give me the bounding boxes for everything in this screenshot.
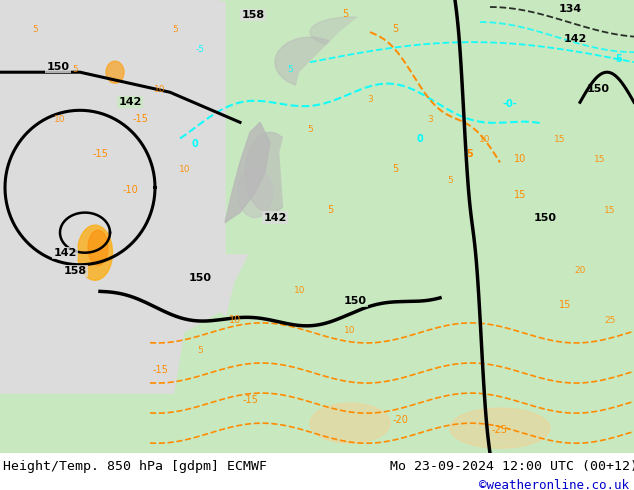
Text: 5: 5: [307, 125, 313, 134]
Text: Height/Temp. 850 hPa [gdpm] ECMWF: Height/Temp. 850 hPa [gdpm] ECMWF: [3, 460, 267, 473]
Bar: [0, 373, 634, 453]
Text: 5: 5: [467, 149, 474, 159]
Text: -15: -15: [92, 149, 108, 159]
Text: 10: 10: [154, 85, 165, 94]
Text: -0-: -0-: [503, 99, 517, 109]
Ellipse shape: [238, 168, 273, 218]
Text: 10: 10: [294, 286, 306, 295]
Text: 3: 3: [367, 95, 373, 104]
Text: 10: 10: [479, 135, 491, 145]
Text: 5: 5: [342, 9, 348, 19]
Text: 142: 142: [263, 213, 287, 222]
Text: -25: -25: [492, 425, 508, 435]
Ellipse shape: [450, 408, 550, 448]
Text: 150: 150: [586, 84, 609, 94]
Text: 10: 10: [229, 315, 241, 325]
Text: 5: 5: [392, 24, 398, 34]
Ellipse shape: [77, 225, 112, 280]
Text: 142: 142: [53, 248, 77, 258]
Text: -5: -5: [612, 54, 623, 64]
Text: 10: 10: [514, 154, 526, 165]
Text: -15: -15: [242, 395, 258, 405]
Ellipse shape: [245, 132, 295, 213]
Text: -5: -5: [195, 45, 205, 54]
Ellipse shape: [275, 37, 345, 87]
Text: 5: 5: [287, 65, 293, 74]
Ellipse shape: [540, 193, 620, 313]
Ellipse shape: [106, 61, 124, 83]
Text: 5: 5: [32, 25, 38, 34]
Ellipse shape: [310, 17, 390, 47]
Text: -15: -15: [152, 365, 168, 375]
Text: 10: 10: [55, 115, 66, 124]
Text: 15: 15: [559, 300, 571, 310]
Ellipse shape: [500, 72, 620, 233]
Text: 0: 0: [191, 140, 198, 149]
Text: 5: 5: [172, 25, 178, 34]
Text: -10: -10: [122, 185, 138, 195]
Ellipse shape: [310, 403, 390, 443]
Text: 142: 142: [119, 98, 141, 107]
Text: 0: 0: [417, 134, 424, 145]
Text: 5: 5: [197, 346, 203, 355]
Text: 15: 15: [554, 135, 566, 145]
Ellipse shape: [360, 62, 440, 163]
Text: 150: 150: [46, 62, 70, 72]
Bar: [0, 333, 280, 453]
Text: 158: 158: [63, 266, 87, 276]
Text: 150: 150: [533, 213, 557, 222]
Text: Mo 23-09-2024 12:00 UTC (00+12): Mo 23-09-2024 12:00 UTC (00+12): [390, 460, 634, 473]
Text: 15: 15: [594, 155, 605, 165]
Text: 142: 142: [564, 34, 586, 44]
Polygon shape: [225, 122, 270, 222]
Bar: [220, 0, 320, 253]
Ellipse shape: [400, 42, 460, 102]
Polygon shape: [280, 0, 634, 453]
Bar: [280, 0, 634, 453]
Text: -20: -20: [392, 415, 408, 425]
Text: 150: 150: [344, 296, 366, 306]
Text: 10: 10: [344, 326, 356, 335]
Text: 5: 5: [392, 165, 398, 174]
Text: 3: 3: [427, 115, 433, 124]
Polygon shape: [175, 313, 270, 453]
Text: 15: 15: [604, 206, 616, 215]
Text: ©weatheronline.co.uk: ©weatheronline.co.uk: [479, 479, 629, 490]
Ellipse shape: [88, 230, 108, 265]
Text: 158: 158: [242, 10, 264, 20]
Text: 5: 5: [72, 65, 78, 74]
Text: 10: 10: [179, 166, 191, 174]
FancyBboxPatch shape: [0, 2, 225, 393]
Polygon shape: [225, 222, 310, 363]
Text: 150: 150: [188, 273, 212, 283]
Text: 15: 15: [514, 190, 526, 199]
Text: 134: 134: [559, 4, 581, 14]
Text: 25: 25: [604, 316, 616, 325]
Text: 5: 5: [327, 205, 333, 215]
Text: 20: 20: [574, 266, 586, 275]
Text: 5: 5: [447, 175, 453, 185]
Text: -15: -15: [132, 114, 148, 124]
